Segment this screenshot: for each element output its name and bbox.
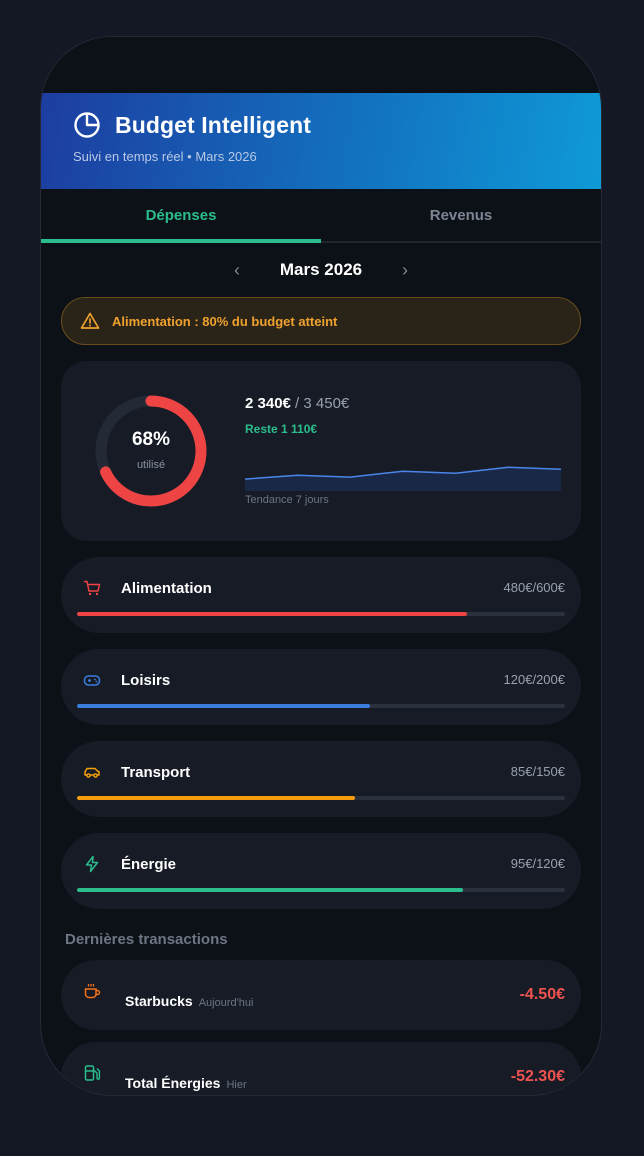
category-progress-fill <box>77 704 370 708</box>
tab-bar: Dépenses Revenus <box>41 189 601 243</box>
usage-caption: utilisé <box>136 459 166 471</box>
spent-total: 2 340€ / 3 450€ <box>245 395 349 412</box>
car-icon <box>84 767 100 778</box>
category-progress-track <box>77 704 565 708</box>
budget-total: / 3 450€ <box>290 395 350 412</box>
transaction-date: Hier <box>226 1079 247 1091</box>
transaction-name: Starbucks Aujourd'hui <box>125 993 253 1009</box>
category-progress-track <box>77 888 565 892</box>
app-header: Budget Intelligent Suivi en temps réel •… <box>41 93 601 189</box>
gamepad-icon <box>83 675 101 686</box>
header-title-row: Budget Intelligent <box>73 111 569 139</box>
budget-summary-card: 68% utilisé 2 340€ / 3 450€ Reste 1 110€… <box>61 361 581 541</box>
budget-alert[interactable]: Alimentation : 80% du budget atteint <box>61 297 581 345</box>
category-progress-fill <box>77 888 463 892</box>
fuel-icon <box>84 1065 101 1081</box>
app-title: Budget Intelligent <box>115 111 312 138</box>
transaction-merchant: Total Énergies <box>125 1075 221 1091</box>
month-label: Mars 2026 <box>279 260 363 279</box>
trend-caption: Tendance 7 jours <box>245 494 329 506</box>
lightning-icon <box>85 855 99 873</box>
transaction-amount: -4.50€ <box>519 986 565 1003</box>
spent-amount: 2 340€ <box>245 395 291 412</box>
category-name: Énergie <box>121 856 177 873</box>
chevron-right-icon[interactable]: › <box>402 259 408 280</box>
category-name: Loisirs <box>121 672 171 689</box>
category-progress-fill <box>77 612 468 616</box>
month-navigator: ‹ Mars 2026 › <box>41 243 601 297</box>
phone-frame: Budget Intelligent Suivi en temps réel •… <box>40 36 602 1096</box>
transaction-row[interactable]: Total Énergies Hier -52.30€ <box>61 1042 581 1095</box>
app-subtitle: Suivi en temps réel • Mars 2026 <box>73 149 257 164</box>
pie-chart-icon <box>74 112 100 138</box>
category-amount: 85€/150€ <box>510 764 565 779</box>
category-transport[interactable]: Transport 85€/150€ <box>61 741 581 817</box>
transactions-heading: Dernières transactions <box>65 931 228 948</box>
status-area <box>41 37 601 93</box>
category-amount: 95€/120€ <box>510 856 565 871</box>
trend-sparkline <box>245 466 561 491</box>
warning-icon <box>80 312 100 329</box>
tab-depenses[interactable]: Dépenses <box>41 189 321 243</box>
remaining-amount: Reste 1 110€ <box>245 422 318 436</box>
usage-percent: 68% <box>131 429 171 450</box>
transaction-date: Aujourd'hui <box>198 997 254 1009</box>
category-progress-track <box>77 796 565 800</box>
tab-revenus[interactable]: Revenus <box>429 206 493 224</box>
category-loisirs[interactable]: Loisirs 120€/200€ <box>61 649 581 725</box>
category-energie[interactable]: Énergie 95€/120€ <box>61 833 581 909</box>
category-amount: 120€/200€ <box>503 672 565 687</box>
category-amount: 480€/600€ <box>503 580 565 595</box>
transaction-row[interactable]: Starbucks Aujourd'hui -4.50€ <box>61 960 581 1030</box>
category-progress-fill <box>77 796 356 800</box>
transaction-amount: -52.30€ <box>510 1068 565 1085</box>
category-name: Alimentation <box>121 580 212 597</box>
usage-donut <box>95 395 207 507</box>
transaction-merchant: Starbucks <box>125 993 193 1009</box>
category-alimentation[interactable]: Alimentation 480€/600€ <box>61 557 581 633</box>
alert-text: Alimentation : 80% du budget atteint <box>112 313 338 329</box>
chevron-left-icon[interactable]: ‹ <box>234 259 240 280</box>
cart-icon <box>83 580 101 596</box>
category-name: Transport <box>121 764 191 781</box>
coffee-icon <box>84 984 101 999</box>
category-progress-track <box>77 612 565 616</box>
transaction-name: Total Énergies Hier <box>125 1075 247 1091</box>
